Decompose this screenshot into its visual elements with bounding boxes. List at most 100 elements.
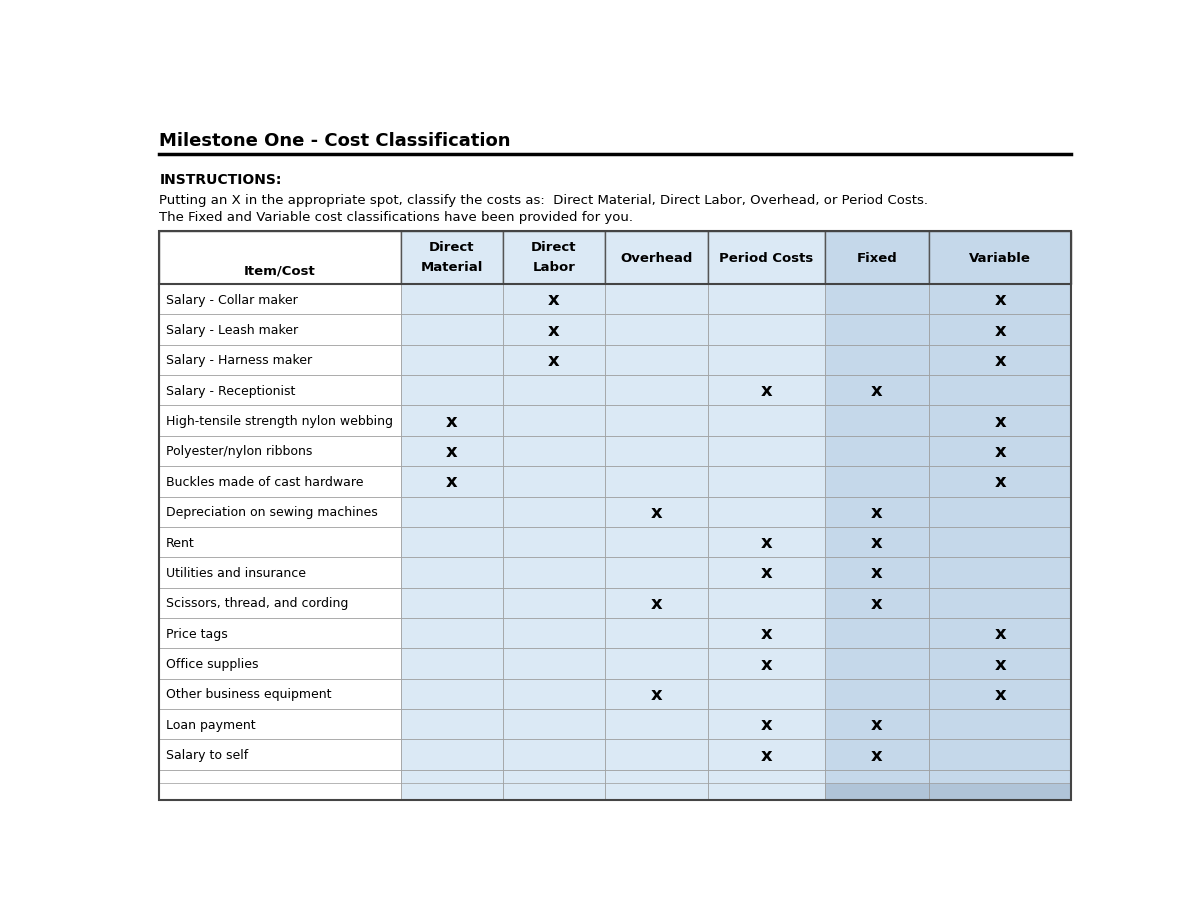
Bar	[708, 588, 824, 619]
Bar	[503, 527, 605, 558]
Text: x: x	[446, 473, 457, 491]
Text: Labor: Labor	[533, 261, 575, 274]
Text: Salary to self: Salary to self	[166, 748, 248, 762]
Bar	[160, 345, 401, 375]
Bar	[401, 619, 503, 649]
Bar	[503, 619, 605, 649]
Bar	[930, 284, 1070, 315]
Bar	[824, 232, 930, 284]
Bar	[160, 284, 401, 315]
Text: x: x	[995, 291, 1006, 309]
Text: x: x	[650, 594, 662, 612]
Bar	[401, 466, 503, 497]
Text: Other business equipment: Other business equipment	[166, 688, 331, 701]
Text: Fixed: Fixed	[857, 251, 898, 265]
Bar	[605, 588, 708, 619]
Text: x: x	[761, 715, 772, 733]
Text: Direct: Direct	[430, 241, 475, 254]
Text: Item/Cost: Item/Cost	[244, 265, 316, 278]
Bar	[401, 527, 503, 558]
Bar	[708, 497, 824, 527]
Bar	[605, 406, 708, 436]
Bar	[401, 588, 503, 619]
Bar	[503, 345, 605, 375]
Bar	[503, 649, 605, 679]
Text: x: x	[995, 352, 1006, 370]
Bar	[930, 558, 1070, 588]
Text: x: x	[995, 655, 1006, 673]
Bar	[160, 619, 401, 649]
Bar	[708, 619, 824, 649]
Bar	[605, 619, 708, 649]
Text: x: x	[871, 564, 883, 582]
Bar	[930, 315, 1070, 345]
Bar	[503, 740, 605, 770]
Text: x: x	[871, 746, 883, 763]
Bar	[930, 649, 1070, 679]
Text: x: x	[995, 624, 1006, 642]
Bar	[503, 588, 605, 619]
Bar	[605, 710, 708, 740]
Bar	[605, 284, 708, 315]
Bar	[708, 783, 824, 800]
Bar	[160, 558, 401, 588]
Bar	[401, 770, 503, 800]
Bar	[503, 710, 605, 740]
Text: Salary - Collar maker: Salary - Collar maker	[166, 293, 298, 306]
Text: x: x	[995, 685, 1006, 703]
Bar	[930, 679, 1070, 710]
Text: x: x	[548, 291, 559, 309]
Bar	[930, 783, 1070, 800]
Text: Salary - Receptionist: Salary - Receptionist	[166, 384, 295, 397]
Bar	[708, 740, 824, 770]
Bar	[503, 436, 605, 466]
Bar	[824, 527, 930, 558]
Text: x: x	[446, 412, 457, 430]
Bar	[160, 436, 401, 466]
Bar	[401, 345, 503, 375]
Bar	[824, 315, 930, 345]
Bar	[605, 232, 708, 284]
Bar	[824, 588, 930, 619]
Bar	[708, 345, 824, 375]
Bar	[824, 406, 930, 436]
Bar	[160, 466, 401, 497]
Bar	[503, 783, 605, 800]
Bar	[708, 375, 824, 406]
Bar	[160, 375, 401, 406]
Text: x: x	[995, 322, 1006, 339]
Text: x: x	[650, 503, 662, 521]
Text: x: x	[650, 685, 662, 703]
Bar	[160, 770, 401, 800]
Bar	[708, 770, 824, 800]
Text: Loan payment: Loan payment	[166, 718, 256, 731]
Text: Salary - Harness maker: Salary - Harness maker	[166, 354, 312, 367]
Bar	[824, 558, 930, 588]
Bar	[930, 345, 1070, 375]
Text: x: x	[871, 715, 883, 733]
Bar	[930, 466, 1070, 497]
Text: x: x	[761, 624, 772, 642]
Bar	[503, 406, 605, 436]
Bar	[503, 284, 605, 315]
Text: Milestone One - Cost Classification: Milestone One - Cost Classification	[160, 132, 511, 149]
Bar	[605, 466, 708, 497]
Text: x: x	[871, 594, 883, 612]
Bar	[401, 649, 503, 679]
Bar	[605, 527, 708, 558]
Bar	[708, 315, 824, 345]
Bar	[160, 527, 401, 558]
Bar	[160, 710, 401, 740]
Bar	[708, 558, 824, 588]
Bar	[503, 558, 605, 588]
Bar	[605, 679, 708, 710]
Bar	[401, 679, 503, 710]
Bar	[605, 345, 708, 375]
Bar	[930, 588, 1070, 619]
Text: Office supplies: Office supplies	[166, 658, 258, 670]
Bar	[160, 315, 401, 345]
Bar	[824, 436, 930, 466]
Bar	[401, 232, 503, 284]
Bar	[503, 375, 605, 406]
Bar	[824, 466, 930, 497]
